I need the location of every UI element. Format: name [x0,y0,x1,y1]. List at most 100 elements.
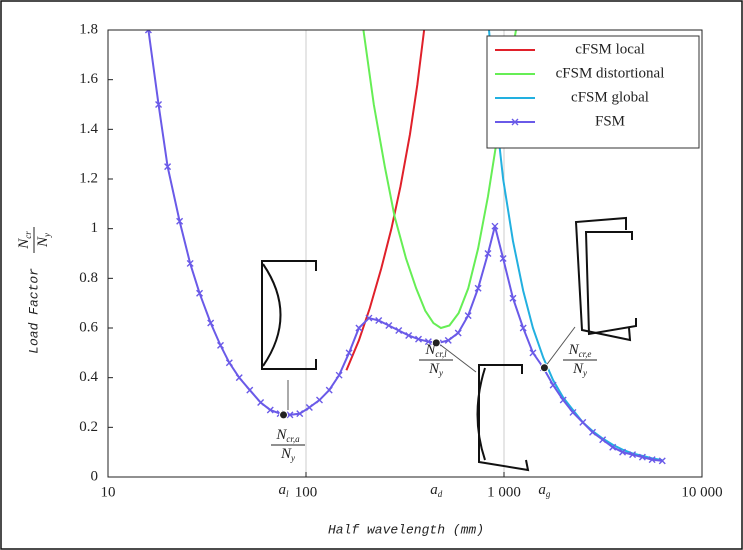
marker [217,341,224,349]
marker [355,324,363,332]
x-tick-label: 1 000 [487,484,521,500]
series-line [362,30,518,330]
y-tick-label: 0.4 [79,369,98,385]
legend-box [486,35,700,149]
y-tick-label: 1.4 [79,121,98,137]
series-line [488,30,663,462]
legend-label: cFSM distortional [556,65,665,81]
y-tick-label: 0.8 [79,270,98,286]
fraction-den-main: N [572,361,584,377]
marker [509,294,517,302]
marker [257,399,265,406]
marker [305,403,313,411]
fraction-den-main: N [280,446,292,462]
marker [454,329,462,337]
fraction-den-sub: y [438,368,443,378]
y-tick-label: 1.6 [79,71,98,87]
section-local [261,260,317,370]
fraction-den: Ny [572,361,587,378]
marker [266,406,274,414]
series [144,30,666,465]
wavelength-label: ad [430,482,443,499]
leader [437,342,477,373]
marker [424,338,432,346]
critical-point [279,410,289,420]
marker [345,349,353,357]
marker [648,456,656,464]
marker [155,101,163,108]
section-global-b [584,231,637,336]
x-tick-label: 100 [295,484,318,500]
section-local-web [262,263,282,367]
fraction-num-main: N [568,342,580,358]
fraction-den-sub: y [290,453,295,463]
marker [186,259,194,267]
marker [658,457,666,465]
x-tick-label: 10 000 [681,484,722,500]
marker [499,254,507,262]
x-axis-label: Half wavelength (mm) [328,522,484,537]
legend: cFSM local cFSM distortional cFSM global FS… [486,35,700,149]
cross-sections [261,216,637,472]
marker [464,312,472,320]
fraction-num-sub: cr,e [579,349,592,359]
legend-marker [511,118,519,126]
section-global-a [574,216,632,342]
y-tick-label: 0.2 [79,419,98,435]
y-tick-label: 1.2 [79,170,98,186]
marker [579,418,587,426]
fraction-den-sub: y [582,368,587,378]
critical-point [431,338,441,348]
marker [599,436,607,444]
marker [491,222,499,230]
marker [365,314,373,322]
marker [225,359,233,367]
marker [207,319,215,327]
plot-frame [107,29,703,478]
marker [589,428,597,436]
y-tick-label: 0.6 [79,319,98,335]
legend-label: cFSM local [575,41,645,57]
marker [395,326,403,334]
fraction-den: Ny [428,361,443,378]
marker [375,317,383,325]
marker [286,411,294,419]
wavelength-label: ag [538,482,551,499]
marker [164,163,172,171]
fraction-num-main: N [424,342,436,358]
marker [638,453,646,461]
marker [335,371,343,379]
marker [325,386,333,394]
marker [415,335,422,343]
wavelength-label-sub: l [286,489,289,499]
series-line [345,30,426,371]
wavelength-label-main: a [279,482,287,498]
fraction-den-sub: y [42,233,52,238]
leader [544,326,576,368]
marker [176,217,184,225]
wavelength-label: al [279,482,290,499]
marker [609,443,617,451]
fraction-num-sub: cr [23,231,33,239]
legend-label: cFSM global [571,89,649,105]
marker [196,289,204,297]
marker [246,386,254,394]
fraction-num: Ncr,e [568,342,592,359]
legend-label: FSM [595,113,625,129]
fraction-den: Ny [35,233,52,248]
critical-point [539,363,549,373]
marker [405,331,413,339]
marker [559,396,567,404]
marker [144,30,152,34]
x-tick-label: 10 [101,484,116,500]
marker [444,336,452,344]
marker [474,284,482,292]
marker [484,250,492,257]
marker [529,349,537,357]
y-tick-label: 0 [91,468,99,484]
fraction-num-sub: cr,l [435,349,447,359]
marker [235,374,243,382]
fraction-num: Ncr,a [275,427,300,444]
